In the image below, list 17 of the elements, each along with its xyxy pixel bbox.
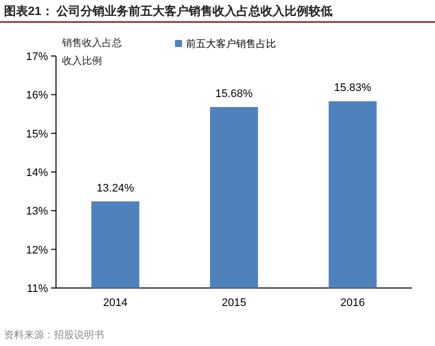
data-label: 15.68% bbox=[215, 88, 253, 100]
y-tick-label: 11% bbox=[26, 283, 48, 295]
data-label: 15.83% bbox=[334, 82, 372, 94]
y-axis-title: 销售收入占总收入比例 bbox=[61, 37, 122, 67]
legend-label: 前五大客户销售占比 bbox=[186, 38, 276, 50]
y-tick-label: 14% bbox=[26, 167, 48, 179]
x-tick-label: 2016 bbox=[340, 297, 365, 309]
x-tick-label: 2015 bbox=[222, 297, 246, 309]
y-tick-label: 16% bbox=[26, 90, 48, 102]
y-tick-label: 17% bbox=[26, 51, 48, 63]
y-tick-label: 13% bbox=[26, 206, 48, 218]
data-label: 13.24% bbox=[96, 182, 134, 194]
chart-title: 图表21： 公司分销业务前五大客户销售收入占总收入比例较低 bbox=[4, 4, 333, 18]
x-tick-label: 2014 bbox=[103, 297, 128, 309]
y-tick-label: 15% bbox=[26, 128, 48, 140]
text: 资料来源：招股说明书 bbox=[4, 329, 104, 341]
y-tick-label: 12% bbox=[26, 244, 48, 256]
